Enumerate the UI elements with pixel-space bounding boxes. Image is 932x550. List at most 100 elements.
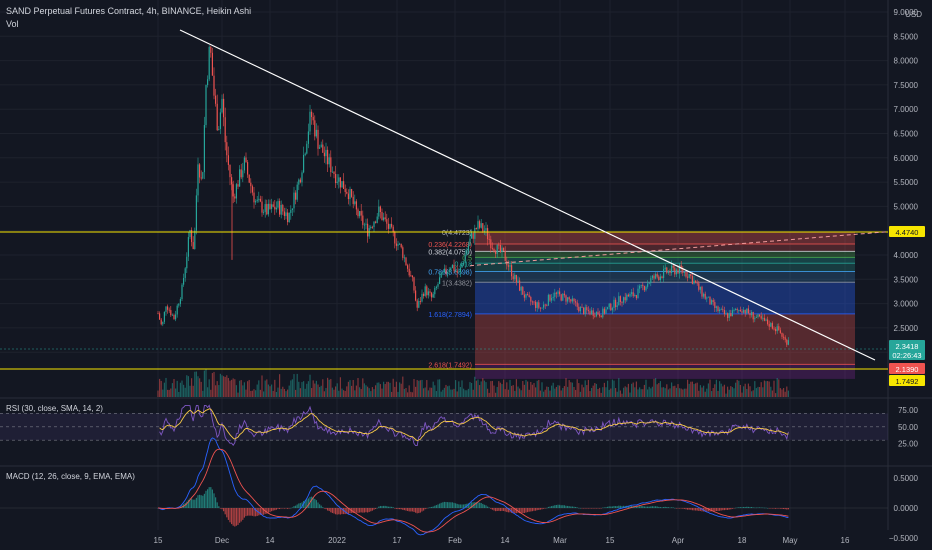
- volume-bar: [787, 390, 789, 397]
- macd-histogram-bar: [645, 506, 647, 508]
- macd-histogram-bar: [666, 507, 668, 508]
- candle-body: [259, 198, 261, 202]
- fib-level-label: 0.236(4.2268): [428, 242, 472, 249]
- candle-body: [592, 310, 594, 316]
- fib-level-label: 0.382(4.0750): [428, 249, 472, 256]
- volume-bar: [626, 387, 628, 397]
- price-axis[interactable]: 9.0000 8.5000 8.0000 7.5000 7.0000 6.5000 6.00…: [889, 8, 925, 543]
- macd-histogram-bar: [760, 507, 762, 509]
- volume-bar: [586, 385, 588, 397]
- macd-histogram-bar: [349, 508, 351, 514]
- macd-histogram-bar: [311, 496, 313, 508]
- candle-body: [736, 308, 738, 311]
- macd-histogram-bar: [555, 504, 557, 508]
- candle-body: [359, 211, 361, 217]
- volume-bar: [632, 382, 634, 397]
- price-tick-label: 2.5000: [894, 324, 919, 333]
- candle-body: [306, 143, 308, 154]
- candle-body: [199, 164, 201, 178]
- macd-histogram-bar: [768, 508, 770, 509]
- descending-trendline[interactable]: [179, 29, 876, 361]
- macd-histogram-bar: [485, 505, 487, 508]
- rsi-pane[interactable]: [0, 404, 888, 447]
- volume-bar: [661, 387, 663, 397]
- candle-body: [674, 267, 676, 275]
- candle-body: [392, 226, 394, 232]
- volume-bar: [477, 379, 479, 397]
- volume-bar: [218, 385, 220, 397]
- macd-histogram-bar: [592, 508, 594, 509]
- candle-body: [264, 204, 266, 212]
- candle-body: [643, 285, 645, 291]
- macd-histogram-bar: [191, 498, 193, 508]
- candle-body: [200, 177, 202, 179]
- volume-bar: [243, 382, 245, 397]
- candle-body: [223, 98, 225, 118]
- volume-bar: [362, 378, 364, 397]
- macd-histogram-bar: [384, 505, 386, 508]
- macd-histogram-bar: [400, 508, 402, 510]
- candle-body: [213, 75, 215, 96]
- macd-histogram-bar: [453, 502, 455, 508]
- candle-body: [274, 206, 276, 210]
- macd-histogram-bar: [615, 506, 617, 508]
- candle-body: [731, 310, 733, 317]
- macd-histogram-bar: [439, 503, 441, 508]
- candle-body: [255, 201, 257, 203]
- macd-histogram-bar: [533, 508, 535, 511]
- volume-bar: [299, 388, 301, 397]
- volume-bar: [426, 380, 428, 397]
- fibonacci-extension[interactable]: 0(4.4723)0.236(4.2268)0.382(4.0750)0.50.…: [428, 230, 855, 379]
- volume-bar: [600, 392, 602, 397]
- candle-body: [455, 270, 457, 272]
- volume-bar: [520, 390, 522, 397]
- candle-body: [594, 315, 596, 317]
- candle-body: [413, 277, 415, 291]
- volume-bar: [496, 386, 498, 397]
- time-axis[interactable]: 15 Dec 14 2022 17 Feb 14 Mar 15 Apr 18 May 16: [154, 536, 850, 545]
- macd-histogram-bar: [723, 508, 725, 511]
- candle-body: [490, 239, 492, 249]
- macd-histogram-bar: [387, 506, 389, 508]
- candle-body: [677, 269, 679, 274]
- candle-body: [471, 233, 473, 239]
- volume-bar: [287, 389, 289, 397]
- candle-body: [482, 223, 484, 232]
- volume-bar: [589, 391, 591, 397]
- macd-histogram-bar: [376, 507, 378, 509]
- price-badge-label: 4.4740: [896, 228, 919, 237]
- candle-body: [167, 306, 169, 310]
- volume-bar: [690, 381, 692, 397]
- macd-histogram-bar: [520, 508, 522, 513]
- volume-bar: [691, 381, 693, 397]
- macd-histogram-bar: [363, 508, 365, 513]
- macd-histogram-bar: [282, 508, 284, 509]
- macd-histogram-bar: [549, 506, 551, 508]
- macd-histogram-bar: [562, 505, 564, 508]
- candle-body: [691, 275, 693, 284]
- volume-bar: [501, 384, 503, 397]
- volume-bar: [637, 389, 639, 397]
- volume-bar: [503, 379, 505, 397]
- volume-bar: [394, 386, 396, 397]
- volume-bar: [336, 383, 338, 397]
- candle-body: [456, 270, 458, 273]
- macd-pane[interactable]: [0, 437, 888, 536]
- fib-level-label: 1.618(2.7894): [428, 312, 472, 319]
- macd-histogram-bar: [711, 508, 713, 512]
- volume-bar: [597, 388, 599, 397]
- macd-histogram-bar: [619, 505, 621, 508]
- candle-body: [248, 174, 250, 183]
- volume-bar: [736, 379, 738, 397]
- volume-bar: [522, 380, 524, 397]
- macd-histogram-bar: [274, 508, 276, 511]
- candle-body: [162, 321, 164, 325]
- macd-histogram-bar: [301, 502, 303, 508]
- volume-bar: [259, 389, 261, 397]
- volume-bar: [744, 383, 746, 397]
- drawing-overlay[interactable]: [0, 29, 889, 370]
- candle-body: [485, 228, 487, 231]
- macd-histogram-bar: [658, 506, 660, 508]
- candle-body: [610, 303, 612, 311]
